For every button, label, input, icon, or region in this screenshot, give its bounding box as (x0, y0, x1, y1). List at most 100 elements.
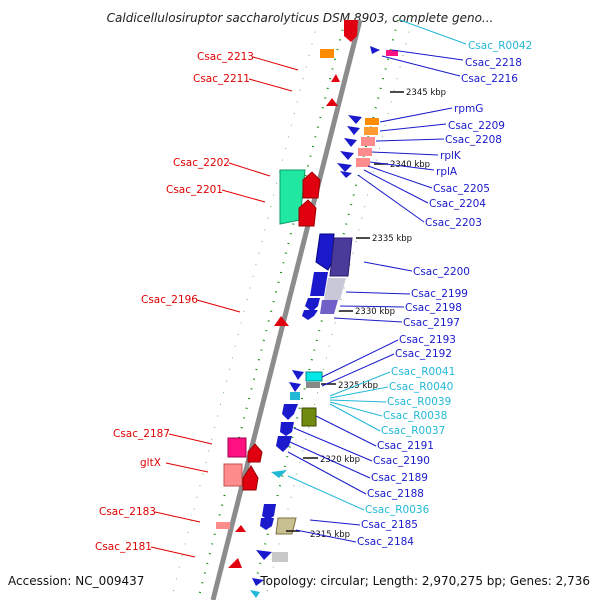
gene-block-2199[interactable] (324, 278, 346, 300)
gene-block-gltX[interactable] (223, 463, 243, 487)
gene-arrow[interactable] (247, 443, 263, 463)
gene-label-csac-r0037[interactable]: Csac_R0037 (381, 425, 445, 437)
gene-label-csac-2191[interactable]: Csac_2191 (377, 440, 434, 452)
map-title: Caldicellulosiruptor saccharolyticus DSM… (107, 11, 494, 25)
gene-arrow[interactable] (292, 370, 304, 380)
gene-label-csac-2216[interactable]: Csac_2216 (461, 73, 518, 85)
gene-arrow[interactable] (289, 382, 301, 392)
gene-label-csac-2184[interactable]: Csac_2184 (357, 536, 414, 548)
gene-arrow-2201a[interactable] (302, 171, 321, 199)
gene-arrow[interactable] (256, 550, 272, 560)
gene-label-csac-2197[interactable]: Csac_2197 (403, 317, 460, 329)
gene-label-csac-2190[interactable]: Csac_2190 (373, 455, 430, 467)
gene-label-csac-2189[interactable]: Csac_2189 (371, 472, 428, 484)
gene-label-csac-r0036[interactable]: Csac_R0036 (365, 504, 430, 516)
genome-backbone (210, 19, 363, 600)
gene-label-csac-2188[interactable]: Csac_2188 (367, 488, 424, 500)
gene-arrow[interactable] (305, 298, 320, 312)
gene-block[interactable] (306, 382, 320, 388)
gene-arrow[interactable] (340, 151, 354, 160)
gene-arrow[interactable] (302, 310, 318, 320)
accession-text: Accession: NC_009437 (8, 574, 144, 588)
gene-label-csac-2192[interactable]: Csac_2192 (395, 348, 452, 360)
gene-label-csac-r0040[interactable]: Csac_R0040 (389, 381, 453, 393)
gene-arrow-2201b[interactable] (298, 199, 317, 227)
gene-label-csac-2199[interactable]: Csac_2199 (411, 288, 468, 300)
gene-arrow[interactable] (370, 46, 380, 54)
left-gene-labels: Csac_2213 Csac_2211 Csac_2202 Csac_2201 … (95, 51, 299, 558)
rna-arrow[interactable] (271, 470, 287, 478)
gene-label-csac-r0042[interactable]: Csac_R0042 (468, 40, 532, 52)
gene-block-2187[interactable] (227, 437, 247, 458)
scale-tick-2340: 2340 kbp (390, 160, 430, 170)
gene-label-csac-r0039[interactable]: Csac_R0039 (387, 396, 451, 408)
scale-tick-2315: 2315 kbp (310, 530, 350, 540)
gene-label-csac-2203[interactable]: Csac_2203 (425, 217, 482, 229)
gene-label-csac-r0038[interactable]: Csac_R0038 (383, 410, 447, 422)
gene-arrow[interactable] (331, 74, 340, 82)
gene-block[interactable] (364, 127, 378, 135)
gene-label-rpla[interactable]: rplA (436, 166, 458, 178)
gene-arrow[interactable] (260, 518, 274, 530)
gene-label-csac-2183[interactable]: Csac_2183 (99, 506, 156, 518)
gene-arrow[interactable] (280, 422, 294, 436)
gene-label-csac-2185[interactable]: Csac_2185 (361, 519, 418, 531)
rna-block[interactable] (305, 371, 323, 382)
gene-arrow[interactable] (326, 98, 338, 106)
gene-block-2183[interactable] (216, 522, 230, 529)
gene-label-csac-r0041[interactable]: Csac_R0041 (391, 366, 455, 378)
gene-block[interactable] (320, 49, 334, 58)
gene-label-csac-2196[interactable]: Csac_2196 (141, 294, 198, 306)
gene-arrow[interactable] (337, 163, 352, 172)
gene-label-csac-2181[interactable]: Csac_2181 (95, 541, 152, 553)
gene-arrow[interactable] (262, 504, 276, 520)
gene-label-csac-2205[interactable]: Csac_2205 (433, 183, 490, 195)
gene-block[interactable] (365, 118, 379, 125)
gene-block[interactable] (356, 158, 370, 167)
gene-block[interactable] (386, 50, 398, 56)
gene-label-csac-2208[interactable]: Csac_2208 (445, 134, 502, 146)
gene-arrow-2181[interactable] (228, 558, 242, 568)
gene-block[interactable] (310, 272, 328, 296)
gene-label-csac-2213[interactable]: Csac_2213 (197, 51, 254, 63)
gene-arrow[interactable] (276, 436, 292, 452)
gene-arrow[interactable] (348, 115, 362, 124)
gene-arrow[interactable] (235, 525, 246, 532)
gene-block[interactable] (358, 148, 372, 156)
gene-arrow[interactable] (282, 404, 298, 420)
gene-block[interactable] (361, 137, 375, 146)
reverse-strand-genes (250, 46, 398, 598)
gene-arrow[interactable] (344, 138, 357, 147)
gene-block[interactable] (272, 552, 288, 562)
gene-arrow[interactable] (347, 126, 360, 135)
gene-arrow-2200[interactable] (315, 233, 335, 271)
gene-label-csac-2204[interactable]: Csac_2204 (429, 198, 486, 210)
gene-label-csac-2202[interactable]: Csac_2202 (173, 157, 230, 169)
gene-block-2191[interactable] (301, 407, 317, 427)
gene-label-csac-2218[interactable]: Csac_2218 (465, 57, 522, 69)
gene-label-csac-2209[interactable]: Csac_2209 (448, 120, 505, 132)
gene-label-rpmg[interactable]: rpmG (454, 103, 483, 115)
gene-block-2184[interactable] (275, 517, 297, 535)
gene-arrow[interactable] (242, 465, 259, 491)
gene-label-rplk[interactable]: rplK (440, 150, 462, 162)
gene-arrow[interactable] (344, 20, 358, 42)
rna-arrow[interactable] (250, 590, 260, 598)
gene-label-csac-2201[interactable]: Csac_2201 (166, 184, 223, 196)
gene-label-csac-2211[interactable]: Csac_2211 (193, 73, 250, 85)
gene-arrow[interactable] (340, 171, 352, 178)
scale-ticks: 2345 kbp 2340 kbp 2335 kbp 2330 kbp 2325… (286, 88, 446, 540)
gene-block-2198[interactable] (320, 300, 338, 314)
gene-arrow-2196[interactable] (274, 316, 289, 326)
gene-label-csac-2198[interactable]: Csac_2198 (405, 302, 462, 314)
gene-label-csac-2200[interactable]: Csac_2200 (413, 266, 470, 278)
gene-label-gltx[interactable]: gltX (140, 457, 161, 469)
scale-tick-2320: 2320 kbp (320, 455, 360, 465)
rna-block[interactable] (290, 392, 300, 400)
gene-block-2200b[interactable] (329, 237, 353, 277)
gene-arrow[interactable] (252, 578, 264, 586)
gene-label-csac-2187[interactable]: Csac_2187 (113, 428, 170, 440)
gene-label-csac-2193[interactable]: Csac_2193 (399, 334, 456, 346)
